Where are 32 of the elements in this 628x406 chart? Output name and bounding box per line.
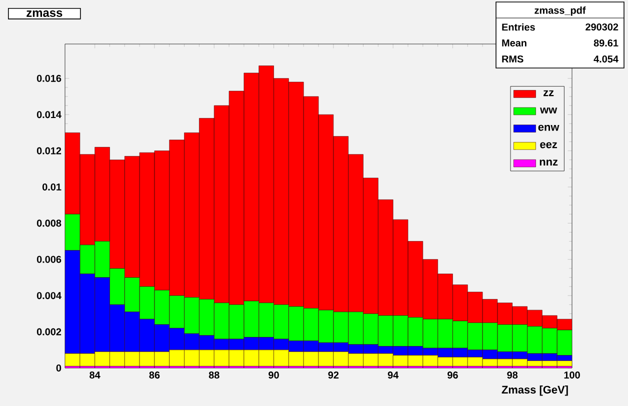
legend-label: nnz [540,160,558,166]
x-tick-label: 98 [507,372,518,379]
y-tick-label: 0 [56,364,62,372]
legend-label: zz [544,90,554,96]
y-tick-label: 0.006 [36,256,62,263]
text: 290302 [586,23,618,31]
x-tick-label: 94 [388,372,399,379]
x-tick-label: 88 [208,372,220,379]
y-tick-label: 0.004 [36,292,62,300]
y-tick-label: 0.012 [36,147,62,154]
text: 4.054 [594,55,618,63]
x-tick-label: 86 [149,372,160,379]
x-tick-label: 96 [448,372,458,379]
y-tick-label: 0.002 [36,328,62,336]
y-tick-label: 0.01 [42,183,62,191]
text: zmass_pdf [534,6,586,16]
x-tick-label: 92 [328,372,339,379]
x-tick-label: 90 [268,372,279,379]
legend-label: eez [540,142,557,148]
y-tick-label: 0.008 [36,220,62,227]
x-tick-label: 84 [90,372,100,379]
text: 89.61 [594,39,618,47]
annotation: Mean [502,40,526,46]
annotation: RMS [502,55,524,63]
y-tick-label: 0.016 [36,74,62,82]
x-axis-title: Zmass [GeV] [502,386,568,396]
y-tick-label: 0.014 [36,111,62,118]
legend-label: ww [540,108,558,114]
legend-label: enw [538,124,560,131]
text: Entries [502,23,535,31]
chart-title: zmass [26,10,62,17]
x-tick-label: 100 [564,372,580,379]
